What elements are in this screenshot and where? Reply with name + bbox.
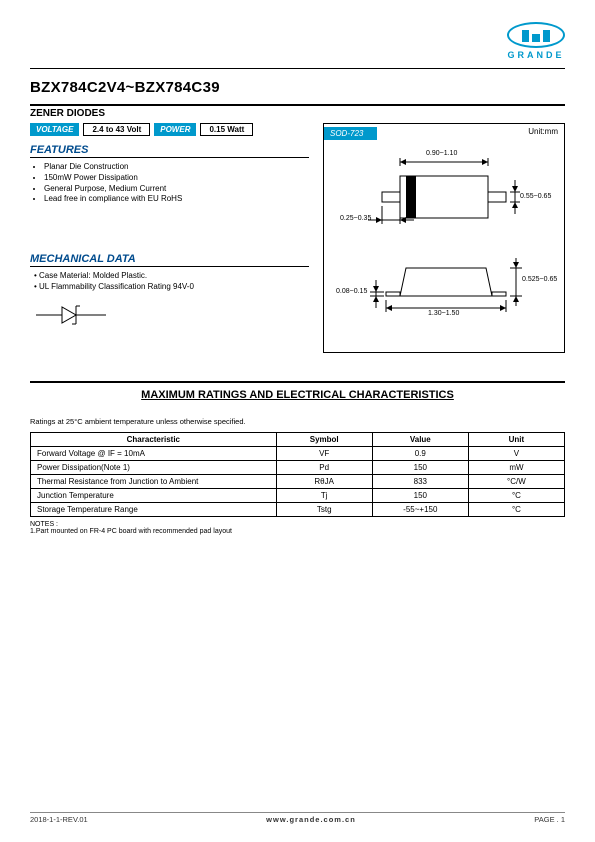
footer-url: www.grande.com.cn: [266, 815, 356, 824]
mechanical-item-text: Case Material: Molded Plastic.: [39, 271, 147, 280]
title-rule: [30, 104, 565, 106]
footer-page: PAGE . 1: [534, 815, 565, 824]
package-diagram-panel: SOD-723 Unit:mm: [323, 123, 565, 353]
table-cell: °C/W: [468, 474, 564, 488]
table-cell: Tstg: [276, 502, 372, 516]
table-cell: -55~+150: [372, 502, 468, 516]
dim-label: 0.08~0.15: [336, 288, 367, 295]
dim-label: 0.90~1.10: [426, 150, 457, 157]
list-item: Planar Die Construction: [44, 162, 309, 173]
part-title: BZX784C2V4~BZX784C39: [30, 79, 565, 96]
part-category: ZENER DIODES: [30, 108, 565, 119]
table-cell: Junction Temperature: [31, 488, 277, 502]
footer-revision: 2018-1-1-REV.01: [30, 815, 88, 824]
ratings-condition: Ratings at 25°C ambient temperature unle…: [30, 417, 565, 426]
table-row: Thermal Resistance from Junction to Ambi…: [31, 474, 565, 488]
ratings-table: Characteristic Symbol Value Unit Forward…: [30, 432, 565, 517]
table-cell: °C: [468, 488, 564, 502]
table-cell: Pd: [276, 460, 372, 474]
left-column: VOLTAGE 2.4 to 43 Volt POWER 0.15 Watt F…: [30, 123, 309, 353]
table-cell: Forward Voltage @ IF = 10mA: [31, 446, 277, 460]
unit-label: Unit:mm: [528, 127, 558, 136]
table-cell: 0.9: [372, 446, 468, 460]
table-cell: Thermal Resistance from Junction to Ambi…: [31, 474, 277, 488]
voltage-chip-value: 2.4 to 43 Volt: [83, 123, 150, 136]
dim-label: 0.55~0.65: [520, 193, 551, 200]
voltage-chip-label: VOLTAGE: [30, 123, 79, 136]
package-tag: SOD-723: [324, 127, 377, 140]
table-cell: Power Dissipation(Note 1): [31, 460, 277, 474]
table-cell: VF: [276, 446, 372, 460]
table-cell: mW: [468, 460, 564, 474]
table-row: Junction Temperature Tj 150 °C: [31, 488, 565, 502]
table-cell: 150: [372, 460, 468, 474]
list-item: 150mW Power Dissipation: [44, 173, 309, 184]
list-item: • UL Flammability Classification Rating …: [34, 282, 309, 293]
brand-logo-icon: [507, 22, 565, 48]
brand-name: GRANDE: [507, 50, 565, 60]
dim-label: 0.525~0.65: [522, 276, 557, 283]
brand-logo-block: GRANDE: [507, 22, 565, 60]
zener-symbol-icon: [36, 303, 309, 329]
mechanical-heading: MECHANICAL DATA: [30, 253, 309, 267]
table-header-row: Characteristic Symbol Value Unit: [31, 432, 565, 446]
table-row: Forward Voltage @ IF = 10mA VF 0.9 V: [31, 446, 565, 460]
spec-chips: VOLTAGE 2.4 to 43 Volt POWER 0.15 Watt: [30, 123, 309, 136]
table-cell: °C: [468, 502, 564, 516]
list-item: 1.Part mounted on FR-4 PC board with rec…: [30, 528, 565, 535]
features-heading: FEATURES: [30, 144, 309, 158]
list-item: • Case Material: Molded Plastic.: [34, 271, 309, 282]
table-header: Unit: [468, 432, 564, 446]
table-header: Value: [372, 432, 468, 446]
power-chip-label: POWER: [154, 123, 196, 136]
section-rule: [30, 381, 565, 383]
table-cell: Tj: [276, 488, 372, 502]
power-chip-value: 0.15 Watt: [200, 123, 253, 136]
features-list: Planar Die Construction 150mW Power Diss…: [44, 162, 309, 205]
mechanical-item-text: UL Flammability Classification Rating 94…: [39, 282, 194, 291]
notes-block: NOTES : 1.Part mounted on FR-4 PC board …: [30, 521, 565, 535]
table-cell: 150: [372, 488, 468, 502]
package-top-view: 0.90~1.10 0.55~0.65 0.25~0.35: [334, 150, 554, 240]
page-footer: 2018-1-1-REV.01 www.grande.com.cn PAGE .…: [30, 812, 565, 824]
table-row: Power Dissipation(Note 1) Pd 150 mW: [31, 460, 565, 474]
package-side-view: 0.525~0.65 0.08~0.15 1.30~1.50: [334, 246, 554, 326]
list-item: General Purpose, Medium Current: [44, 184, 309, 195]
table-cell: V: [468, 446, 564, 460]
table-row: Storage Temperature Range Tstg -55~+150 …: [31, 502, 565, 516]
table-cell: Storage Temperature Range: [31, 502, 277, 516]
datasheet-page: GRANDE BZX784C2V4~BZX784C39 ZENER DIODES…: [0, 0, 595, 842]
table-cell: 833: [372, 474, 468, 488]
notes-heading: NOTES :: [30, 521, 565, 528]
list-item: Lead free in compliance with EU RoHS: [44, 194, 309, 205]
dim-label: 1.30~1.50: [428, 310, 459, 317]
table-header: Characteristic: [31, 432, 277, 446]
table-cell: RθJA: [276, 474, 372, 488]
dim-label: 0.25~0.35: [340, 215, 371, 222]
ratings-heading: MAXIMUM RATINGS AND ELECTRICAL CHARACTER…: [30, 389, 565, 401]
table-header: Symbol: [276, 432, 372, 446]
top-layout: VOLTAGE 2.4 to 43 Volt POWER 0.15 Watt F…: [30, 123, 565, 353]
top-rule: [30, 68, 565, 69]
